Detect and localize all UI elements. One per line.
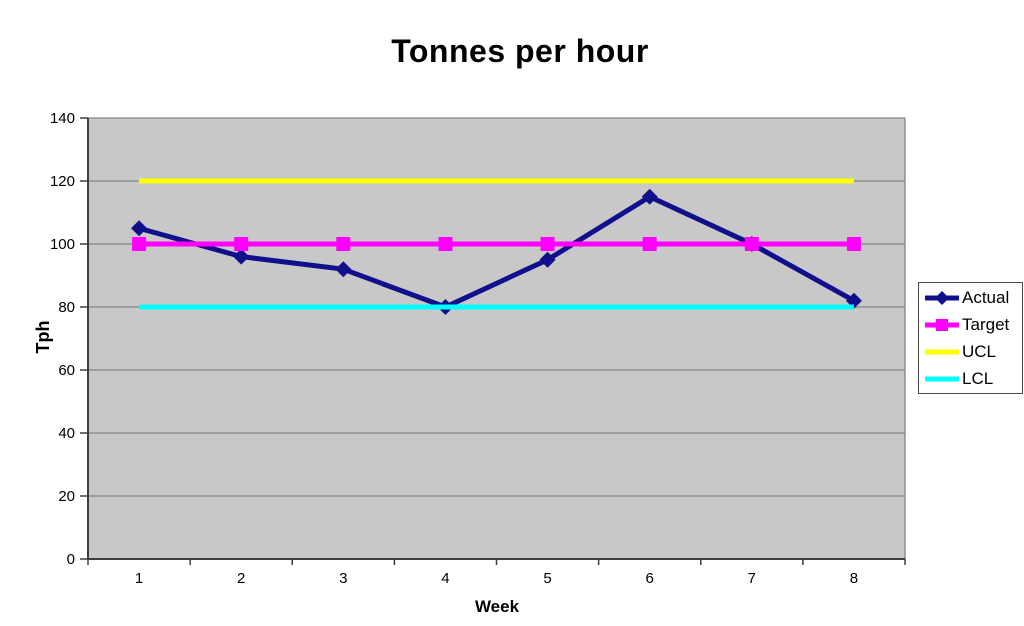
legend-swatch-ucl-icon bbox=[924, 343, 960, 361]
x-tick-labels: 1 2 3 4 5 6 7 8 bbox=[135, 570, 858, 587]
marker-square bbox=[540, 237, 555, 251]
marker-square bbox=[336, 237, 351, 251]
y-axis-title: Tph bbox=[33, 320, 53, 354]
legend-label-target: Target bbox=[962, 314, 1010, 334]
legend-swatch-actual-icon bbox=[924, 289, 960, 307]
y-tick-labels: 0 20 40 60 80 100 120 140 bbox=[50, 110, 75, 568]
legend-item-lcl: LCL bbox=[924, 365, 1022, 392]
legend-swatch-target-icon bbox=[924, 316, 960, 334]
legend-label-ucl: UCL bbox=[962, 341, 997, 361]
legend: Actual Target UCL LCL bbox=[918, 282, 1023, 394]
marker-diamond bbox=[335, 261, 352, 278]
y-tick-label: 60 bbox=[58, 362, 75, 379]
marker-square bbox=[744, 237, 759, 251]
y-tick-label: 80 bbox=[58, 299, 75, 316]
marker-square bbox=[234, 237, 249, 251]
y-tick-label: 140 bbox=[50, 110, 75, 127]
y-tick-label: 0 bbox=[67, 551, 75, 568]
x-tick-label: 1 bbox=[135, 570, 143, 587]
legend-label-actual: Actual bbox=[962, 287, 1010, 307]
y-tick-label: 100 bbox=[50, 236, 75, 253]
marker-diamond bbox=[641, 188, 658, 205]
legend-item-actual: Actual bbox=[924, 284, 1022, 311]
marker-square bbox=[846, 237, 861, 251]
x-axis-title: Week bbox=[474, 597, 520, 616]
x-tick-label: 6 bbox=[646, 570, 654, 587]
marker-square bbox=[438, 237, 453, 251]
marker-square bbox=[132, 237, 147, 251]
marker-square bbox=[642, 237, 657, 251]
legend-swatch-lcl-icon bbox=[924, 370, 960, 388]
x-tick-label: 2 bbox=[237, 570, 245, 587]
marker-diamond bbox=[233, 248, 250, 265]
chart-title: Tonnes per hour bbox=[391, 33, 649, 69]
legend-item-target: Target bbox=[924, 311, 1022, 338]
series-target bbox=[132, 237, 861, 251]
x-tick-label: 7 bbox=[748, 570, 756, 587]
x-tick-label: 3 bbox=[339, 570, 347, 587]
x-tick-label: 4 bbox=[441, 570, 449, 587]
y-tick-label: 40 bbox=[58, 425, 75, 442]
legend-item-ucl: UCL bbox=[924, 338, 1022, 365]
x-tick-label: 5 bbox=[543, 570, 551, 587]
plot-area bbox=[88, 118, 905, 559]
marker-diamond bbox=[131, 220, 148, 237]
legend-label-lcl: LCL bbox=[962, 368, 994, 388]
x-tick-label: 8 bbox=[850, 570, 858, 587]
y-tick-label: 120 bbox=[50, 173, 75, 190]
marker-diamond bbox=[539, 251, 556, 268]
y-tick-label: 20 bbox=[58, 488, 75, 505]
